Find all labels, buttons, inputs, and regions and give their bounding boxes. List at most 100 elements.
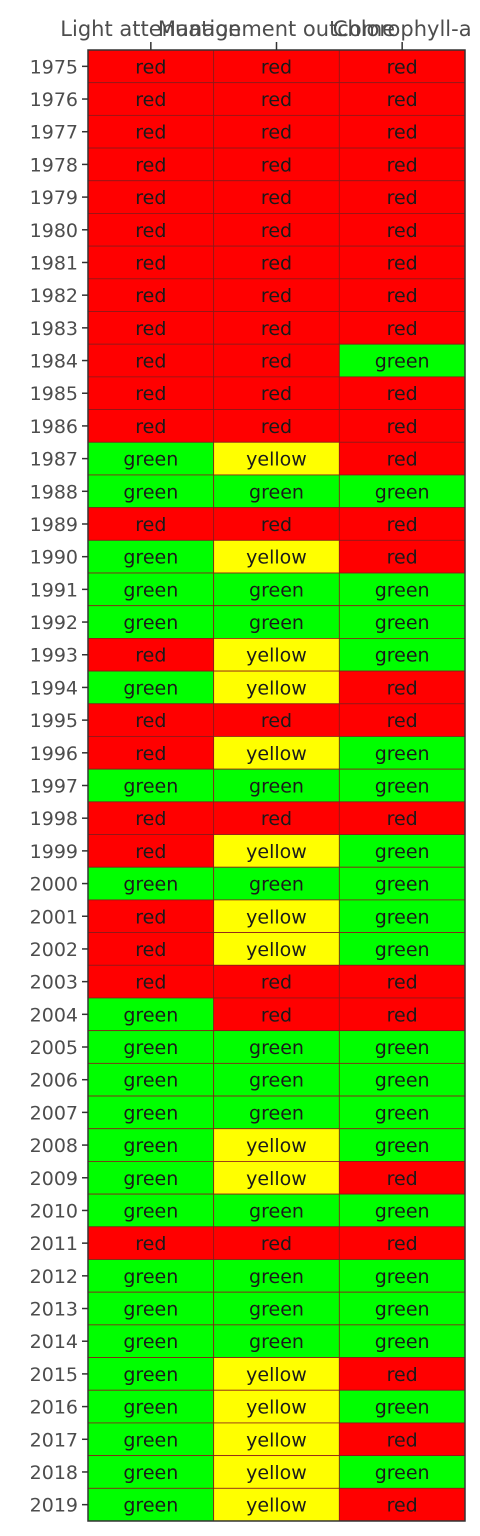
- cell-label: green: [375, 841, 430, 863]
- row-label: 2007: [30, 1102, 78, 1124]
- cell-label: red: [387, 710, 418, 732]
- cell-label: green: [249, 1037, 304, 1059]
- cell-label: red: [387, 514, 418, 536]
- heatmap-cell: [213, 539, 340, 574]
- heatmap-cell: [87, 866, 215, 901]
- heatmap-cell: [87, 964, 215, 999]
- cell-label: green: [123, 1102, 178, 1124]
- heatmap-cell: [213, 670, 340, 705]
- heatmap-cell: [87, 245, 215, 280]
- cell-label: green: [249, 1299, 304, 1321]
- row-label: 2003: [30, 972, 78, 994]
- cell-label: green: [123, 612, 178, 634]
- heatmap-cell: [213, 605, 340, 639]
- cell-label: green: [123, 1299, 178, 1321]
- heatmap-cell: [338, 82, 466, 116]
- row-label: 1988: [30, 481, 78, 503]
- row-label: 2013: [30, 1299, 78, 1321]
- heatmap-cell: [87, 997, 215, 1032]
- cell-label: green: [249, 579, 304, 601]
- cell-label: green: [375, 1299, 430, 1321]
- row-label: 1975: [30, 56, 78, 78]
- cell-label: red: [387, 89, 418, 111]
- cell-label: red: [135, 939, 166, 961]
- cell-label: green: [123, 1070, 178, 1092]
- heatmap-cell: [338, 213, 466, 247]
- cell-label: green: [249, 612, 304, 634]
- row-label: 1999: [30, 841, 78, 863]
- heatmap-cell: [213, 278, 340, 312]
- heatmap-cell: [87, 1259, 215, 1293]
- heatmap-cell: [338, 1161, 466, 1195]
- cell-label: green: [123, 776, 178, 798]
- row-label: 1984: [30, 351, 78, 373]
- cell-label: green: [249, 1266, 304, 1288]
- heatmap-cell: [338, 474, 466, 509]
- cell-label: yellow: [246, 1429, 307, 1451]
- cell-label: green: [123, 1331, 178, 1353]
- heatmap-cell: [338, 507, 466, 541]
- heatmap-cell: [213, 1259, 340, 1293]
- row-label: 2008: [30, 1135, 78, 1157]
- heatmap-cell: [338, 1487, 466, 1522]
- cell-label: red: [387, 547, 418, 569]
- cell-label: yellow: [246, 547, 307, 569]
- cell-label: red: [261, 972, 292, 994]
- row-label: 1994: [30, 677, 78, 699]
- row-label: 2012: [30, 1266, 78, 1288]
- row-label: 1990: [30, 547, 78, 569]
- row-label: 1998: [30, 808, 78, 830]
- row-label: 1989: [30, 514, 78, 536]
- cell-label: green: [123, 1266, 178, 1288]
- cell-label: green: [249, 1200, 304, 1222]
- row-label: 2019: [30, 1495, 78, 1517]
- cell-label: green: [375, 1037, 430, 1059]
- row-label: 1981: [30, 252, 78, 274]
- heatmap-cell: [87, 539, 215, 574]
- plot-frame: [87, 49, 466, 1522]
- cell-label: red: [135, 318, 166, 340]
- cell-label: green: [123, 579, 178, 601]
- heatmap-cell: [338, 768, 466, 803]
- cell-label: red: [261, 285, 292, 307]
- cell-label: red: [387, 220, 418, 242]
- heatmap-cell: [338, 441, 466, 476]
- heatmap-cell: [87, 147, 215, 182]
- cell-label: red: [387, 1168, 418, 1190]
- heatmap-cell: [87, 834, 215, 868]
- row-label: 1987: [30, 449, 78, 471]
- cell-label: yellow: [246, 449, 307, 471]
- cell-label: green: [375, 743, 430, 765]
- row-label: 1976: [30, 89, 78, 111]
- row-label: 1986: [30, 416, 78, 438]
- cell-label: red: [135, 383, 166, 405]
- row-label: 2000: [30, 874, 78, 896]
- heatmap-cell: [338, 1128, 466, 1162]
- heatmap-cell: [338, 1193, 466, 1228]
- column-label: Light attenuation: [60, 17, 241, 41]
- cell-label: red: [387, 1495, 418, 1517]
- cell-label: green: [123, 1200, 178, 1222]
- cell-label: red: [261, 1233, 292, 1255]
- heatmap-cell: [213, 441, 340, 476]
- heatmap-cell: [87, 474, 215, 509]
- row-label: 2005: [30, 1037, 78, 1059]
- column-label: Management outcome: [158, 17, 395, 41]
- heatmap-cell: [338, 1062, 466, 1097]
- heatmap-cell: [87, 1128, 215, 1162]
- heatmap-cell: [338, 964, 466, 999]
- cell-label: red: [387, 318, 418, 340]
- cell-label: green: [123, 1495, 178, 1517]
- heatmap-cell: [213, 1161, 340, 1195]
- row-label: 1992: [30, 612, 78, 634]
- heatmap-cell: [213, 768, 340, 803]
- heatmap-cell: [213, 1062, 340, 1097]
- cell-label: red: [135, 252, 166, 274]
- cell-label: red: [387, 285, 418, 307]
- cell-label: green: [375, 1331, 430, 1353]
- heatmap-cell: [213, 572, 340, 607]
- cell-label: red: [387, 187, 418, 209]
- row-label: 2010: [30, 1200, 78, 1222]
- heatmap-cell: [87, 736, 215, 770]
- cell-label: red: [261, 89, 292, 111]
